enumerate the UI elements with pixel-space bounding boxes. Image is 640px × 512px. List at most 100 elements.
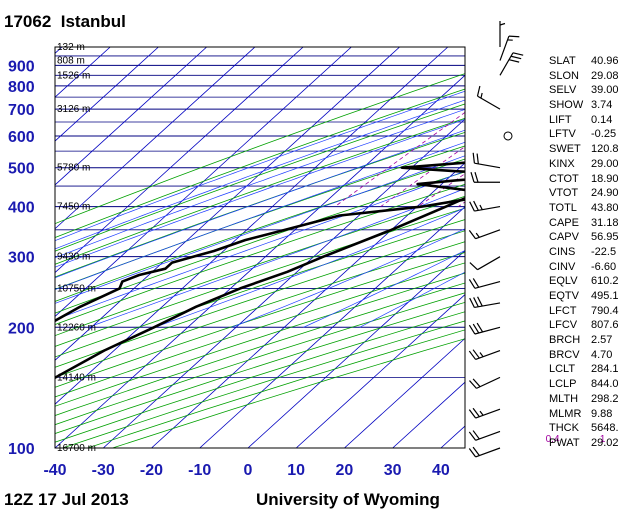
barb-shaft <box>474 326 501 335</box>
moist-adiabat-line <box>55 155 465 304</box>
barb-feather <box>510 55 522 60</box>
index-row-cape: CAPE 31.18 <box>549 216 619 231</box>
wind-barb <box>472 152 501 169</box>
index-name: MLMR <box>549 407 582 420</box>
height-label: 132 m <box>57 42 85 53</box>
isotherm-line <box>295 293 465 448</box>
wind-barb <box>476 85 501 110</box>
dry-adiabat-line <box>55 282 465 416</box>
index-name: SWET <box>549 143 581 156</box>
index-row-brch: BRCH 2.57 <box>549 333 619 348</box>
moist-adiabat-line <box>55 129 465 279</box>
barb-feather <box>472 446 480 456</box>
wind-barb <box>499 35 520 61</box>
wind-barb <box>468 322 501 335</box>
index-name: SHOW <box>549 99 584 112</box>
index-row-brcv: BRCV 4.70 <box>549 348 619 363</box>
barb-shaft <box>499 52 514 76</box>
isotherm-line <box>151 162 465 448</box>
index-name: SELV <box>549 84 577 97</box>
dry-adiabat-line <box>55 292 465 426</box>
index-value: 31.18 <box>591 216 619 229</box>
isotherm-line <box>199 206 465 448</box>
temperature-tick-label: 20 <box>336 462 354 479</box>
plot-frame <box>54 46 466 449</box>
height-label: 7450 m <box>57 202 90 213</box>
pressure-tick-label: 200 <box>8 320 35 337</box>
temperature-tick-label: -40 <box>43 462 66 479</box>
barb-shaft <box>474 281 501 289</box>
temperature-tick-label: 10 <box>287 462 305 479</box>
calm-circle <box>503 131 513 141</box>
wind-barb <box>499 52 524 76</box>
index-row-lfcv: LFCV 807.6 <box>549 318 619 333</box>
index-name: THCK <box>549 422 579 435</box>
wind-barb <box>499 21 506 47</box>
height-label: 10750 m <box>57 283 96 294</box>
moist-adiabat-line <box>87 188 465 328</box>
index-value: 29.08 <box>591 69 619 82</box>
index-row-eqlv: EQLV 610.2 <box>549 274 619 289</box>
index-row-eqtv: EQTV 495.1 <box>549 289 619 304</box>
moist-adiabat-line <box>55 108 465 259</box>
pressure-tick-label: 800 <box>8 79 35 96</box>
index-value: 2.57 <box>591 334 613 347</box>
barb-feather <box>472 407 480 418</box>
index-row-lftv: LFTV -0.25 <box>549 127 619 142</box>
barb-feather <box>472 349 480 359</box>
temperature-tick-label: 40 <box>432 462 450 479</box>
dry-adiabat-line <box>55 230 465 368</box>
index-value: 3.74 <box>591 99 613 112</box>
barb-shaft <box>477 95 501 110</box>
index-row-cins: CINS -22.5 <box>549 245 619 260</box>
barb-feather <box>508 35 520 38</box>
moist-adiabat-line <box>154 207 465 328</box>
height-label: 14140 m <box>57 372 96 383</box>
isotherm-line <box>55 47 207 186</box>
index-name: TOTL <box>549 201 577 214</box>
data-source: University of Wyoming <box>256 490 440 509</box>
index-name: CTOT <box>549 172 579 185</box>
dry-adiabat-line <box>55 241 465 378</box>
barb-feather <box>468 229 477 240</box>
temperature-tick-label: 30 <box>384 462 402 479</box>
index-value: 0.14 <box>591 113 613 126</box>
dry-adiabat-line <box>55 88 465 239</box>
dry-adiabat-line <box>55 171 465 314</box>
dry-adiabat-line <box>55 103 465 252</box>
barb-shaft <box>475 430 501 441</box>
barb-feather <box>468 448 477 458</box>
wind-barb <box>469 376 501 389</box>
height-label: 1526 m <box>57 70 90 81</box>
dry-adiabat-line <box>55 272 465 407</box>
dry-adiabat-line <box>55 117 465 265</box>
isotherm-line <box>55 47 352 317</box>
pressure-tick-label: 100 <box>8 441 35 458</box>
barb-feather <box>468 279 476 289</box>
index-row-vtot: VTOT 24.90 <box>549 186 619 201</box>
index-value: 43.80 <box>591 201 619 214</box>
barb-shaft <box>474 205 501 212</box>
index-name: CAPV <box>549 231 579 244</box>
moist-adiabat-line <box>55 90 465 242</box>
index-name: MLTH <box>549 392 579 405</box>
barb-feather <box>468 350 477 360</box>
chart-grid <box>55 47 465 448</box>
index-name: LFTV <box>549 128 576 141</box>
barb-feather <box>472 278 480 288</box>
index-value: 24.90 <box>591 187 619 200</box>
pressure-tick-label: 700 <box>8 102 35 119</box>
index-row-capv: CAPV 56.95 <box>549 230 619 245</box>
index-value: -22.5 <box>591 245 617 258</box>
height-label: 16700 m <box>57 443 96 454</box>
index-row-kinx: KINX 29.00 <box>549 157 619 172</box>
height-label: 5780 m <box>57 163 90 174</box>
barb-feather <box>470 172 475 183</box>
index-row-pwat: PWAT 29.02 <box>549 436 619 451</box>
height-label: 9430 m <box>57 252 90 263</box>
index-name: BRCV <box>549 348 580 361</box>
index-value: 790.4 <box>591 304 619 317</box>
barb-feather <box>476 153 479 164</box>
